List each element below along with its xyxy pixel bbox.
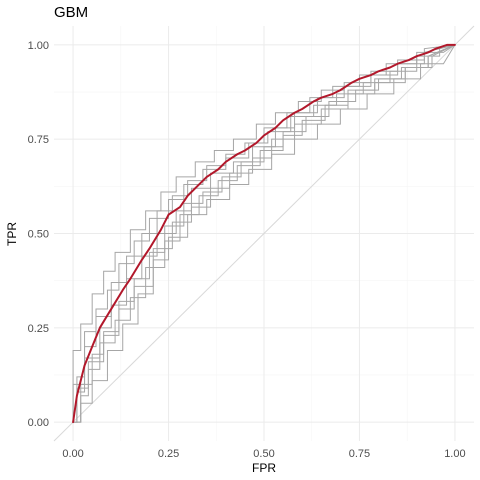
fold-roc-curve-5 bbox=[73, 44, 456, 423]
y-tick-label: 0.00 bbox=[28, 417, 49, 429]
chance-diagonal-layer bbox=[53, 25, 475, 442]
y-tick-label: 0.50 bbox=[28, 229, 49, 241]
y-tick-label: 0.25 bbox=[28, 323, 49, 335]
mean-roc-curve-layer bbox=[72, 43, 456, 424]
y-axis-title: TPR bbox=[5, 222, 19, 246]
x-tick-label: 0.25 bbox=[158, 448, 179, 460]
chart-title: GBM bbox=[54, 4, 88, 21]
fold-roc-curve-8 bbox=[73, 44, 456, 423]
x-tick-label: 0.50 bbox=[253, 448, 274, 460]
fold-roc-curve-6 bbox=[72, 44, 456, 423]
x-tick-label: 0.00 bbox=[62, 448, 83, 460]
fold-roc-curve-7 bbox=[73, 44, 456, 423]
y-tick-label: 0.75 bbox=[28, 134, 49, 146]
x-tick-label: 0.75 bbox=[349, 448, 370, 460]
x-axis-tick-labels: 0.00 0.25 0.50 0.75 1.00 bbox=[62, 448, 465, 460]
mean-roc-curve bbox=[72, 43, 456, 424]
y-tick-label: 1.00 bbox=[28, 40, 49, 52]
x-axis-title: FPR bbox=[252, 461, 276, 475]
y-axis-tick-labels: 0.00 0.25 0.50 0.75 1.00 bbox=[28, 40, 49, 429]
chance-diagonal-line bbox=[53, 25, 475, 442]
x-tick-label: 1.00 bbox=[444, 448, 465, 460]
